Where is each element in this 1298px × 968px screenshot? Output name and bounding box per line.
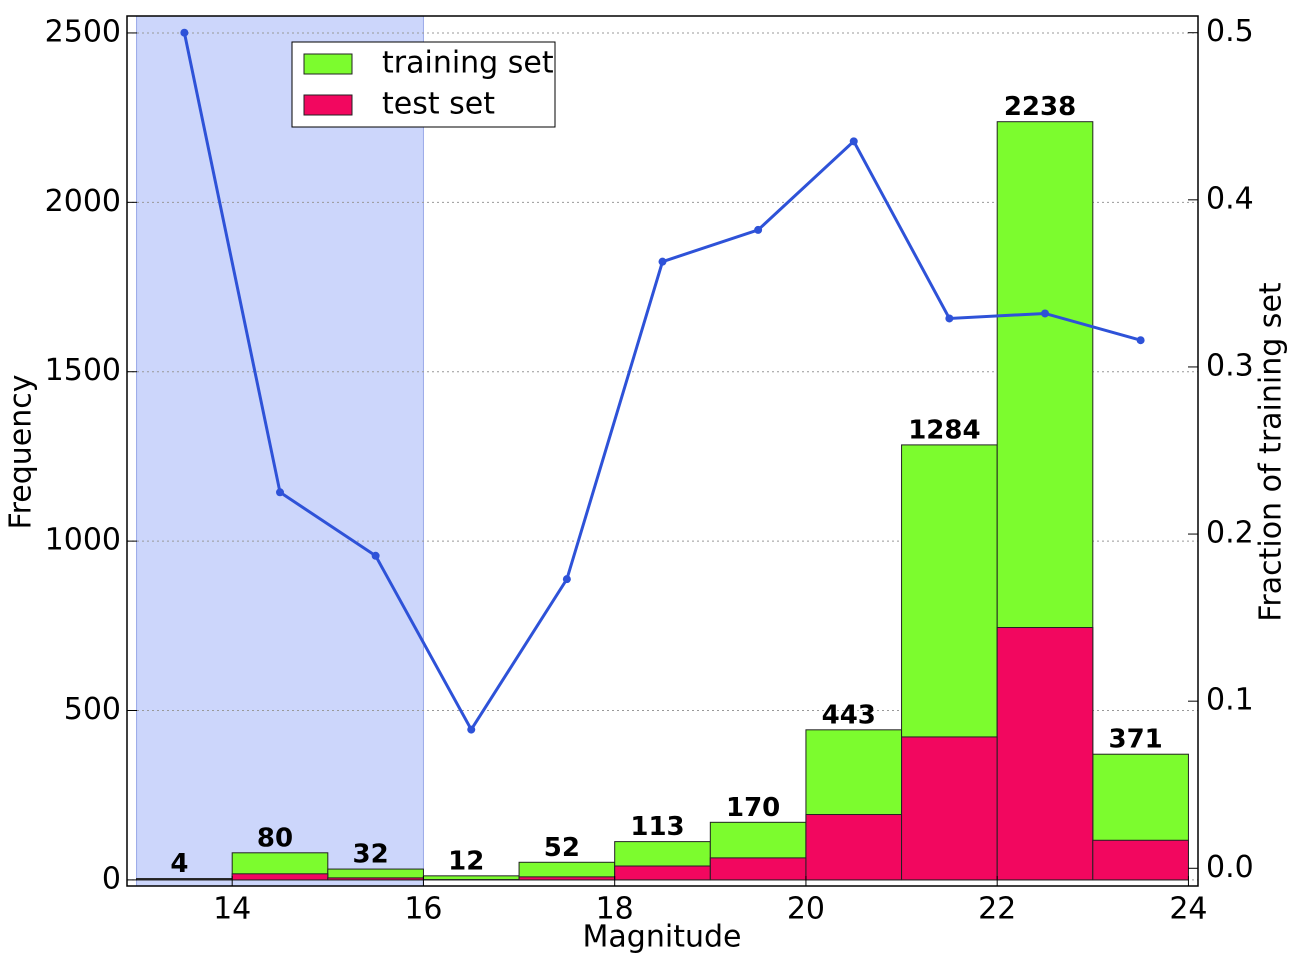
marker [1137,336,1145,344]
highlight-span [137,16,424,886]
y-tick-label: 500 [64,692,121,727]
y2-axis-label: Fraction of training set [1254,282,1289,622]
x-tick-label: 14 [213,892,251,927]
marker [563,575,571,583]
marker [850,137,858,145]
marker [276,488,284,496]
y-tick-label: 1500 [45,353,121,388]
x-tick-label: 24 [1169,892,1207,927]
legend-label: training set [382,46,554,81]
value-label: 2238 [1004,92,1076,122]
value-label: 12 [448,846,484,876]
x-tick-label: 20 [787,892,825,927]
legend-swatch [304,54,352,74]
x-tick-label: 22 [978,892,1016,927]
bar [519,877,615,880]
y-tick-label: 2500 [45,14,121,49]
bar [137,879,233,880]
value-label: 52 [544,833,580,863]
marker [754,226,762,234]
bar [902,737,998,880]
bar [1093,840,1189,880]
marker [659,258,667,266]
bar [806,815,902,880]
y-tick-label: 0 [102,861,121,896]
y2-tick-label: 0.5 [1206,14,1254,49]
legend-label: test set [382,87,495,122]
marker [1041,309,1049,317]
bar [232,874,328,880]
value-label: 371 [1108,725,1162,755]
x-tick-label: 18 [596,892,634,927]
bar [997,628,1093,880]
bar [710,858,806,880]
value-label: 113 [630,812,684,842]
marker [945,314,953,322]
value-label: 1284 [908,415,980,445]
value-label: 170 [726,793,780,823]
bar [328,878,424,880]
value-label: 80 [257,823,293,853]
y2-tick-label: 0.4 [1206,181,1254,216]
marker [180,29,188,37]
marker [467,726,475,734]
bar [615,866,711,880]
y2-tick-label: 0.1 [1206,683,1254,718]
value-label: 32 [353,840,389,870]
x-tick-label: 16 [404,892,442,927]
y2-tick-label: 0.0 [1206,850,1254,885]
y-axis-label: Frequency [4,375,39,530]
legend-swatch [304,95,352,115]
y-tick-label: 2000 [45,184,121,219]
y2-tick-label: 0.3 [1206,348,1254,383]
y-tick-label: 1000 [45,523,121,558]
y2-tick-label: 0.2 [1206,516,1254,551]
value-label: 443 [822,700,876,730]
marker [372,552,380,560]
value-label: 4 [170,849,188,879]
